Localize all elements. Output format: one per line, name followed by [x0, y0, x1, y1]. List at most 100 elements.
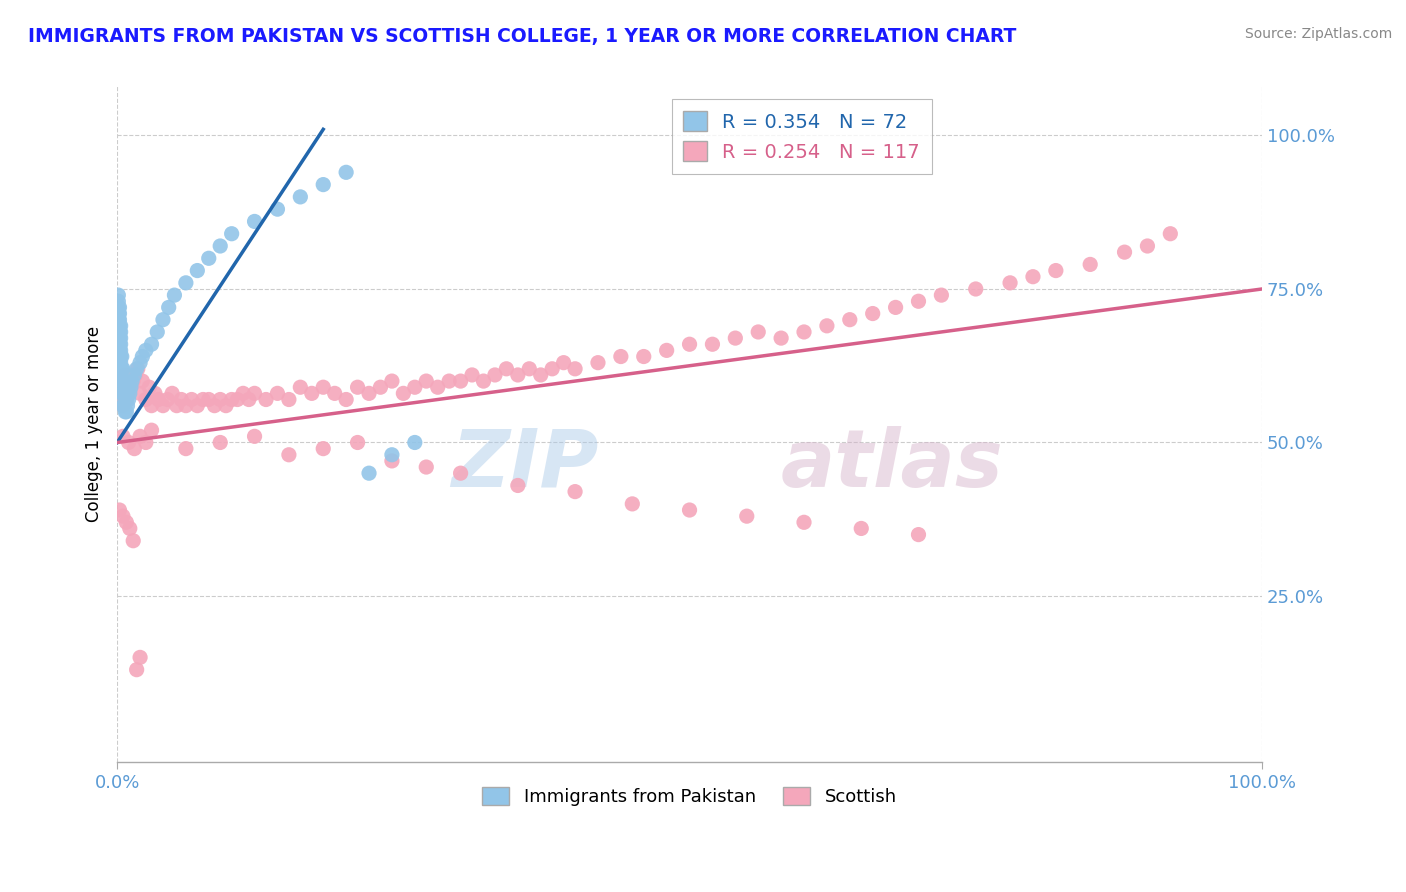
Point: [107, 288, 129, 302]
Point: [381, 448, 404, 462]
Point: [747, 325, 769, 339]
Point: [111, 350, 134, 364]
Point: [120, 380, 142, 394]
Point: [277, 392, 299, 407]
Point: [131, 374, 153, 388]
Point: [506, 368, 529, 382]
Point: [770, 331, 793, 345]
Point: [232, 386, 254, 401]
Point: [125, 663, 148, 677]
Point: [107, 331, 129, 345]
Point: [129, 650, 152, 665]
Point: [141, 423, 163, 437]
Point: [143, 386, 166, 401]
Text: atlas: atlas: [782, 425, 1004, 504]
Point: [346, 435, 368, 450]
Point: [108, 331, 131, 345]
Point: [135, 435, 157, 450]
Point: [186, 399, 208, 413]
Point: [157, 301, 180, 315]
Point: [138, 380, 160, 394]
Point: [506, 478, 529, 492]
Point: [517, 361, 540, 376]
Text: IMMIGRANTS FROM PAKISTAN VS SCOTTISH COLLEGE, 1 YEAR OR MORE CORRELATION CHART: IMMIGRANTS FROM PAKISTAN VS SCOTTISH COL…: [28, 27, 1017, 45]
Point: [266, 202, 288, 216]
Point: [122, 374, 145, 388]
Point: [108, 361, 131, 376]
Point: [114, 405, 136, 419]
Point: [243, 214, 266, 228]
Point: [111, 429, 134, 443]
Point: [114, 368, 136, 382]
Point: [815, 318, 838, 333]
Point: [610, 350, 633, 364]
Point: [426, 380, 449, 394]
Point: [335, 392, 357, 407]
Point: [117, 392, 139, 407]
Point: [110, 325, 132, 339]
Point: [108, 307, 131, 321]
Point: [197, 252, 219, 266]
Point: [586, 356, 609, 370]
Point: [117, 399, 139, 413]
Point: [117, 435, 139, 450]
Point: [191, 392, 214, 407]
Point: [127, 361, 149, 376]
Point: [110, 368, 132, 382]
Point: [564, 361, 586, 376]
Point: [266, 386, 288, 401]
Point: [323, 386, 346, 401]
Point: [111, 386, 134, 401]
Point: [301, 386, 323, 401]
Point: [115, 392, 138, 407]
Y-axis label: College, 1 year or more: College, 1 year or more: [86, 326, 103, 522]
Point: [163, 288, 186, 302]
Point: [118, 386, 141, 401]
Point: [107, 294, 129, 309]
Point: [204, 399, 226, 413]
Point: [108, 325, 131, 339]
Point: [437, 374, 460, 388]
Point: [392, 386, 415, 401]
Point: [110, 350, 132, 364]
Point: [254, 392, 277, 407]
Point: [118, 521, 141, 535]
Point: [221, 392, 243, 407]
Point: [107, 325, 129, 339]
Point: [907, 294, 929, 309]
Point: [108, 343, 131, 358]
Point: [1159, 227, 1181, 241]
Point: [117, 386, 139, 401]
Point: [174, 276, 197, 290]
Point: [415, 374, 437, 388]
Point: [335, 165, 357, 179]
Point: [108, 503, 131, 517]
Point: [793, 516, 815, 530]
Point: [415, 460, 437, 475]
Point: [180, 392, 202, 407]
Point: [124, 368, 146, 382]
Point: [110, 337, 132, 351]
Point: [404, 435, 426, 450]
Point: [965, 282, 987, 296]
Point: [141, 337, 163, 351]
Point: [112, 399, 135, 413]
Point: [124, 442, 146, 456]
Point: [156, 392, 179, 407]
Point: [197, 392, 219, 407]
Point: [243, 386, 266, 401]
Legend: Immigrants from Pakistan, Scottish: Immigrants from Pakistan, Scottish: [475, 780, 904, 814]
Point: [120, 380, 142, 394]
Point: [312, 442, 335, 456]
Point: [110, 374, 132, 388]
Point: [209, 435, 232, 450]
Point: [110, 361, 132, 376]
Point: [450, 374, 472, 388]
Point: [862, 307, 884, 321]
Point: [111, 509, 134, 524]
Point: [1022, 269, 1045, 284]
Point: [243, 429, 266, 443]
Point: [209, 239, 232, 253]
Point: [107, 350, 129, 364]
Point: [135, 392, 157, 407]
